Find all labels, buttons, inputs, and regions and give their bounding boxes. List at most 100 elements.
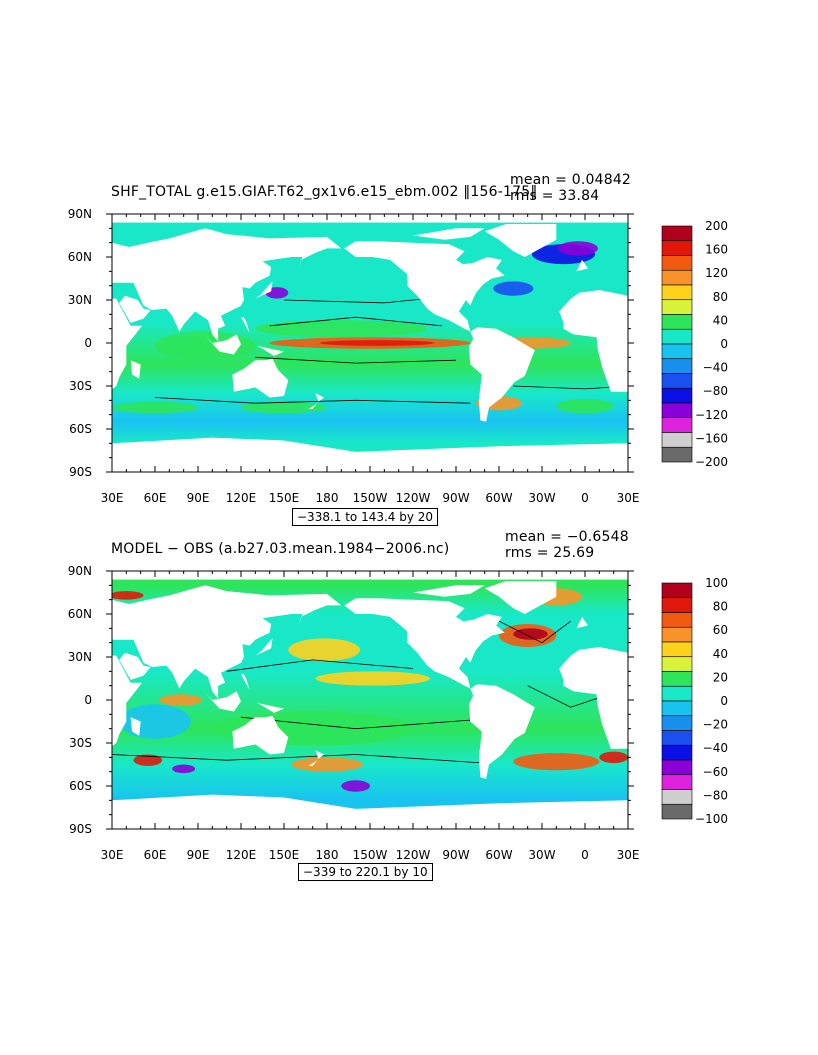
x-tick-label: 150W [353, 491, 388, 505]
zero-contour [498, 620, 571, 644]
colorbar-swatch [661, 803, 693, 820]
colorbar-swatch [661, 774, 693, 790]
land-mask [468, 327, 535, 422]
anomaly-patch [172, 764, 196, 774]
y-tick-label: 60N [68, 607, 92, 621]
y-tick-label: 0 [84, 336, 92, 350]
map-panel-bottom: mean = −0.6548 MODEL − OBS (a.b27.03.mea… [0, 527, 818, 887]
land-mask [205, 691, 241, 712]
colorbar-label: 40 [713, 313, 728, 327]
contour-range-label: −338.1 to 143.4 by 20 [292, 508, 439, 526]
y-tick-label: 60S [69, 779, 92, 793]
zero-contour [255, 356, 457, 364]
colorbar-swatch [661, 358, 693, 374]
land-mask [241, 674, 250, 690]
colorbar-swatch [661, 715, 693, 731]
anomaly-patch [556, 398, 614, 414]
x-tick-label: 0 [581, 848, 589, 862]
x-tick-label: 30E [101, 848, 124, 862]
anomaly-patch [241, 401, 327, 414]
land-mask [256, 345, 284, 356]
colorbar-label: 0 [720, 694, 728, 708]
x-tick-label: 30E [617, 848, 640, 862]
land-mask [344, 241, 505, 332]
anomaly-patch [493, 281, 534, 296]
colorbar-label: 120 [705, 266, 728, 280]
mean-label: mean = −0.6548 [505, 529, 629, 545]
anomaly-patch [315, 671, 431, 686]
x-tick-label: 180 [316, 848, 339, 862]
colorbar-swatch [661, 225, 693, 242]
colorbar-swatch [661, 685, 693, 702]
y-tick-label: 90S [69, 822, 92, 836]
rms-label: rms = 25.69 [505, 545, 595, 561]
x-tick-label: 30W [528, 491, 555, 505]
land-mask [112, 228, 342, 342]
colorbar-swatch [661, 240, 693, 256]
colorbar-swatch [661, 343, 693, 360]
x-tick-label: 120E [226, 848, 257, 862]
land-mask [232, 358, 289, 398]
colorbar-swatch [661, 373, 693, 389]
land-mask [241, 317, 250, 333]
y-tick-label: 90N [68, 564, 92, 578]
land-mask [232, 715, 289, 755]
colorbar-swatch [661, 284, 693, 301]
x-tick-label: 60E [144, 848, 167, 862]
colorbar-swatch [661, 597, 693, 613]
land-mask [468, 684, 535, 779]
anomaly-patch [155, 331, 256, 361]
x-tick-label: 90W [442, 848, 469, 862]
colorbar-swatch [661, 255, 693, 271]
colorbar-swatch [661, 402, 693, 419]
colorbar-label: 60 [713, 623, 728, 637]
x-tick-label: 150E [269, 491, 300, 505]
colorbar-label: 160 [705, 243, 728, 257]
anomaly-patch [288, 638, 360, 662]
zero-contour [269, 316, 442, 327]
map-plot: 30E 60E 90E 120E 150E 180 150W 120W 90W 60W 30W 0 30… [68, 207, 728, 505]
zero-contour [226, 659, 414, 672]
colorbar-label: 40 [713, 647, 728, 661]
y-tick-label: 60S [69, 422, 92, 436]
x-tick-label: 120E [226, 491, 257, 505]
land-mask [576, 616, 588, 629]
colorbar-label: 0 [720, 337, 728, 351]
map-plot: 30E 60E 90E 120E 150E 180 150W 120W 90W 60W 30W 0 30… [68, 564, 728, 862]
x-tick-label: 30W [528, 848, 555, 862]
land-mask [112, 585, 342, 699]
land-mask [112, 655, 143, 749]
colorbar-label: 80 [713, 600, 728, 614]
zero-contour [240, 716, 471, 730]
colorbar-label: 200 [705, 219, 728, 233]
colorbar-swatch [661, 626, 693, 643]
anomaly-patch [119, 704, 191, 739]
colorbar-swatch [661, 730, 693, 746]
colorbar-swatch [661, 387, 693, 404]
colorbar-label: −80 [703, 384, 728, 398]
land-mask [308, 750, 325, 766]
x-tick-label: 90E [187, 848, 210, 862]
colorbar-swatch [661, 269, 693, 286]
land-mask [256, 702, 284, 713]
colorbar-label: −200 [695, 455, 728, 469]
contour-range-label: −339 to 220.1 by 10 [298, 863, 433, 881]
colorbar-swatch [661, 759, 693, 776]
colorbar-label: −40 [703, 741, 728, 755]
land-mask [559, 647, 628, 749]
colorbar-label: −40 [703, 361, 728, 375]
land-mask [576, 259, 588, 272]
land-mask [484, 224, 557, 257]
x-tick-label: 90E [187, 491, 210, 505]
anomaly-patch [112, 591, 144, 600]
y-tick-label: 30N [68, 650, 92, 664]
y-tick-label: 0 [84, 693, 92, 707]
colorbar-label: −20 [703, 718, 728, 732]
colorbar-swatch [661, 417, 693, 433]
mean-label: mean = 0.04842 [510, 172, 632, 188]
x-tick-label: 120W [396, 848, 431, 862]
x-tick-label: 60W [485, 848, 512, 862]
x-tick-label: 60E [144, 491, 167, 505]
colorbar-swatch [661, 641, 693, 658]
colorbar-swatch [661, 789, 693, 805]
